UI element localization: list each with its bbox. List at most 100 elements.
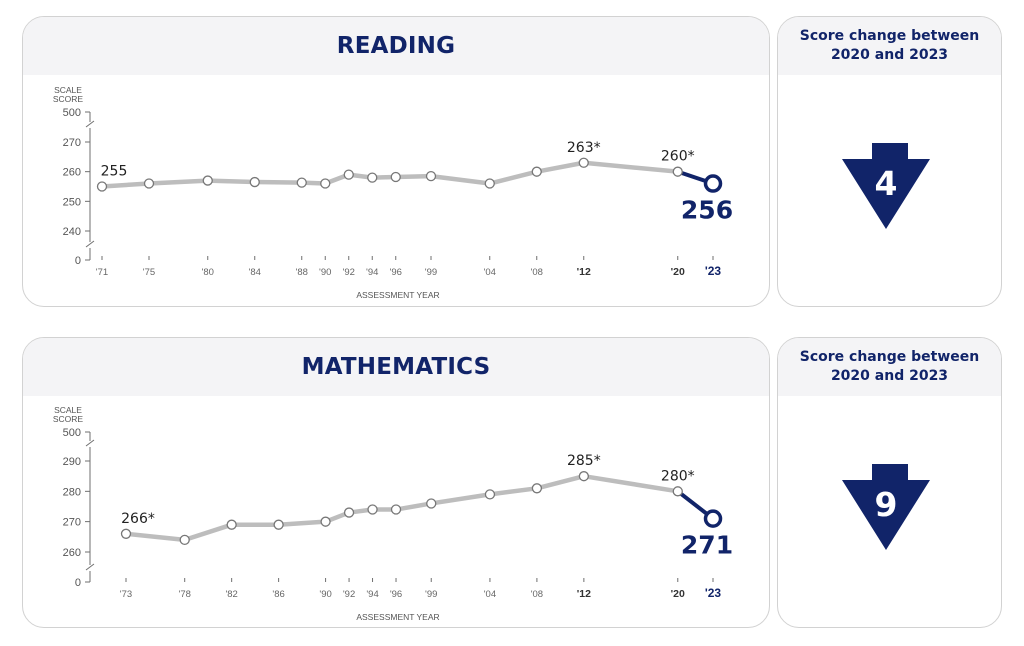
reading-change-value: 4 bbox=[875, 164, 898, 203]
reading-x-tick-label: '94 bbox=[366, 267, 378, 278]
reading-x-tick-label: '08 bbox=[531, 267, 543, 278]
mathematics-x-tick-label: '96 bbox=[390, 589, 402, 600]
reading-x-tick-label: '99 bbox=[425, 267, 437, 278]
reading-x-tick-label: '12 bbox=[577, 266, 591, 278]
reading-x-tick-label: '80 bbox=[202, 267, 214, 278]
reading-point bbox=[249, 176, 260, 188]
mathematics-axis-break-mask-0 bbox=[86, 441, 94, 447]
reading-point-2023 bbox=[703, 174, 723, 193]
mathematics-y-tick-label: 290 bbox=[63, 456, 81, 468]
mathematics-point bbox=[672, 486, 683, 497]
mathematics-x-tick-label: '86 bbox=[272, 589, 284, 600]
reading-point bbox=[531, 166, 542, 177]
mathematics-y-tick-label: 260 bbox=[63, 547, 81, 559]
reading-axis-break-mask-0 bbox=[86, 122, 94, 128]
reading-x-tick-label: '92 bbox=[343, 267, 355, 278]
reading-point bbox=[96, 181, 108, 192]
mathematics-series-line bbox=[123, 473, 681, 543]
mathematics-x-tick-label: '92 bbox=[343, 589, 355, 600]
reading-y-tick-label: 500 bbox=[63, 107, 81, 119]
reading-x-tick-label: '04 bbox=[484, 267, 496, 278]
reading-axis-break-mask-1 bbox=[86, 242, 94, 248]
reading-point bbox=[320, 178, 331, 189]
reading-chart-panel: READING SCALE SCORE 500 270 260 250 240 0 '71 '75… bbox=[22, 16, 770, 307]
reading-x-tick-label: '20 bbox=[671, 266, 685, 278]
reading-y-tick-label: 250 bbox=[63, 196, 81, 208]
mathematics-change-header-line1: Score change between bbox=[799, 349, 980, 365]
mathematics-point bbox=[367, 504, 378, 515]
reading-axis-break-1 bbox=[85, 240, 95, 248]
reading-point bbox=[578, 157, 589, 168]
mathematics-x-axis-title: ASSESSMENT YEAR bbox=[356, 612, 439, 622]
mathematics-x-tick-label: '99 bbox=[425, 589, 437, 600]
reading-point bbox=[202, 175, 213, 186]
mathematics-y-tick-label: 280 bbox=[63, 486, 81, 498]
mathematics-x-tick-label: '12 bbox=[577, 588, 591, 600]
reading-x-axis-title: ASSESSMENT YEAR bbox=[356, 290, 439, 300]
reading-point bbox=[367, 172, 378, 183]
mathematics-point bbox=[390, 504, 402, 515]
reading-y-tick-label: 0 bbox=[75, 255, 81, 267]
mathematics-axis-break-mask-1 bbox=[86, 565, 94, 571]
reading-series-line bbox=[99, 160, 680, 189]
mathematics-data-label: 266* bbox=[121, 511, 155, 527]
mathematics-change-header: Score change between 2020 and 2023 bbox=[778, 338, 1001, 396]
down-arrow-icon: 4 bbox=[842, 143, 930, 229]
reading-y-tick-label: 240 bbox=[63, 226, 81, 238]
reading-axis-break-0 bbox=[85, 120, 95, 128]
reading-ylabel-line1: SCALE bbox=[54, 85, 82, 95]
reading-x-tick-label: '84 bbox=[249, 267, 261, 278]
mathematics-axis-break-0 bbox=[85, 439, 95, 447]
mathematics-point bbox=[426, 498, 437, 509]
mathematics-ylabel-line1: SCALE bbox=[54, 405, 82, 415]
mathematics-x-tick-label: '20 bbox=[671, 588, 685, 600]
mathematics-data-label: 285* bbox=[567, 453, 601, 469]
mathematics-title: MATHEMATICS bbox=[301, 354, 491, 380]
mathematics-x-tick-label: '73 bbox=[120, 589, 132, 600]
mathematics-data-label: 280* bbox=[661, 468, 695, 484]
mathematics-point bbox=[343, 507, 355, 518]
mathematics-change-value: 9 bbox=[875, 485, 898, 524]
reading-x-tick-label: '75 bbox=[143, 267, 155, 278]
reading-point bbox=[143, 178, 155, 189]
mathematics-header: MATHEMATICS bbox=[23, 338, 769, 396]
reading-point bbox=[484, 178, 495, 189]
mathematics-y-tick-label: 270 bbox=[63, 517, 81, 529]
reading-change-header-line2: 2020 and 2023 bbox=[830, 47, 949, 63]
mathematics-data-label-2023: 271 bbox=[681, 531, 733, 560]
reading-data-label: 255 bbox=[101, 164, 128, 180]
mathematics-point bbox=[120, 528, 132, 539]
reading-x-tick-label: '23 bbox=[705, 264, 722, 278]
mathematics-ylabel-line2: SCORE bbox=[53, 414, 84, 424]
down-arrow-icon: 9 bbox=[842, 464, 930, 550]
mathematics-point bbox=[531, 483, 543, 494]
reading-point bbox=[343, 169, 354, 180]
reading-y-tick-label: 270 bbox=[63, 137, 81, 149]
mathematics-chart-panel: MATHEMATICS SCALE SCORE 500 290 280 270 260 0 '7… bbox=[22, 337, 770, 628]
reading-point bbox=[296, 177, 307, 188]
reading-ylabel-line2: SCORE bbox=[53, 94, 84, 104]
mathematics-point-2023 bbox=[703, 509, 723, 528]
mathematics-x-tick-label: '94 bbox=[366, 589, 378, 600]
mathematics-point bbox=[273, 519, 284, 530]
mathematics-change-header-line2: 2020 and 2023 bbox=[830, 368, 949, 384]
reading-x-tick-label: '88 bbox=[296, 267, 308, 278]
reading-data-label: 260* bbox=[661, 149, 695, 165]
mathematics-point bbox=[179, 534, 190, 546]
reading-title: READING bbox=[336, 33, 456, 59]
mathematics-point bbox=[226, 519, 237, 530]
mathematics-x-tick-label: '90 bbox=[319, 589, 331, 600]
reading-change-header: Score change between 2020 and 2023 bbox=[778, 17, 1001, 75]
reading-point bbox=[672, 166, 683, 177]
reading-change-panel: Score change between 2020 and 2023 4 bbox=[777, 16, 1002, 307]
reading-x-tick-label: '96 bbox=[390, 267, 402, 278]
mathematics-change-panel: Score change between 2020 and 2023 9 bbox=[777, 337, 1002, 628]
mathematics-axis-break-1 bbox=[85, 563, 95, 571]
reading-x-tick-label: '71 bbox=[96, 267, 108, 278]
mathematics-x-tick-label: '78 bbox=[179, 589, 191, 600]
mathematics-x-tick-label: '04 bbox=[484, 589, 496, 600]
reading-data-label: 263* bbox=[567, 140, 601, 156]
mathematics-y-tick-label: 500 bbox=[63, 427, 81, 439]
